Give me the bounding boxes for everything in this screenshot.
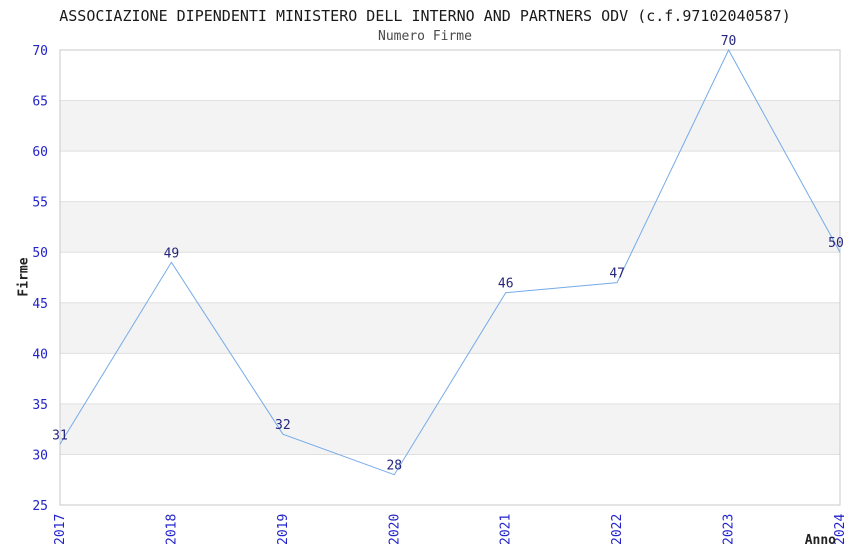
plot-border (59, 49, 841, 506)
y-tick-label: 65 (32, 95, 48, 110)
chart-subtitle: Numero Firme (378, 29, 472, 44)
point-value-label: 50 (828, 236, 844, 251)
x-tick-label: 2017 (53, 514, 68, 545)
x-tick-label: 2018 (164, 514, 179, 545)
point-value-label: 31 (52, 428, 68, 443)
x-tick-label: 2021 (499, 514, 514, 545)
line-series (59, 48, 841, 476)
point-value-label: 47 (609, 267, 625, 282)
point-value-label: 49 (164, 246, 180, 261)
x-axis-label: Anno (804, 533, 836, 548)
y-tick-label: 40 (32, 347, 48, 362)
y-tick-label: 45 (32, 297, 48, 312)
y-tick-label: 70 (32, 44, 48, 59)
x-tick-label: 2023 (722, 514, 737, 545)
plot-band (60, 302, 840, 354)
x-tick-label: 2019 (276, 514, 291, 545)
point-value-label: 70 (721, 34, 737, 49)
y-tick-label: 50 (32, 246, 48, 261)
plot-band (60, 100, 840, 152)
y-tick-label: 30 (32, 448, 48, 463)
y-tick-label: 55 (32, 196, 48, 211)
y-tick-label: 60 (32, 145, 48, 160)
point-value-label: 28 (386, 459, 402, 474)
plot-band (60, 403, 840, 455)
x-tick-label: 2022 (610, 514, 625, 545)
y-tick-label: 25 (32, 499, 48, 514)
point-value-label: 46 (498, 277, 514, 292)
y-axis-label: Firme (16, 257, 32, 297)
x-tick-label: 2020 (387, 514, 402, 545)
x-tick-label: 2024 (833, 514, 848, 545)
chart-title: ASSOCIAZIONE DIPENDENTI MINISTERO DELL I… (59, 7, 791, 25)
point-value-label: 32 (275, 418, 291, 433)
plot-band (60, 201, 840, 253)
y-tick-label: 35 (32, 398, 48, 413)
